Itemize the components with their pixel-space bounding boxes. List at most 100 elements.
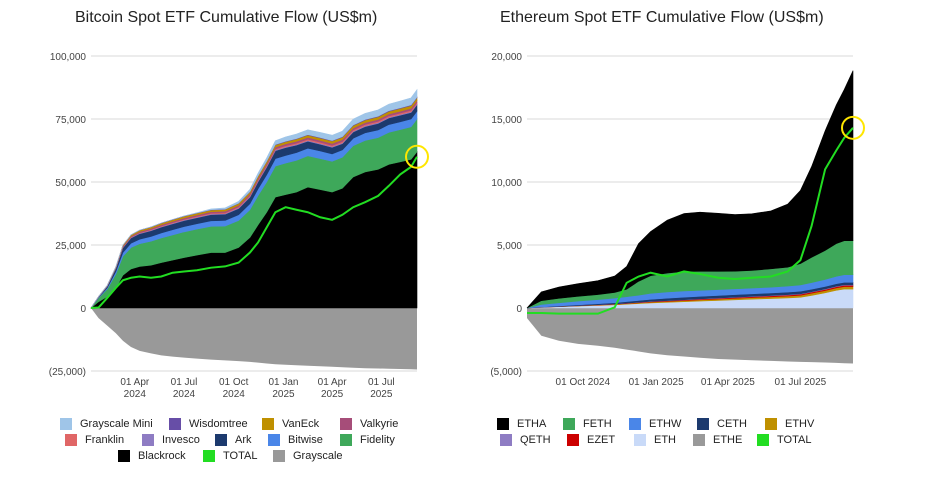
btc-legend-item: Grayscale	[273, 450, 343, 462]
btc-legend-swatch	[340, 434, 352, 446]
btc-legend-label: Ark	[235, 434, 252, 446]
eth-legend-label: ETHA	[517, 418, 547, 430]
eth-legend-label: ETHV	[785, 418, 815, 430]
btc-x-tick-label: 01 Apr 2025	[318, 377, 348, 400]
btc-legend-label: Invesco	[162, 434, 200, 446]
btc-legend-swatch	[215, 434, 227, 446]
btc-legend-label: Valkyrie	[360, 418, 399, 430]
eth-legend-label: ETH	[654, 434, 676, 446]
btc-legend-swatch	[273, 450, 285, 462]
eth-legend-item: ETH	[634, 434, 676, 446]
eth-legend-item: TOTAL	[757, 434, 811, 446]
btc-legend-item: Franklin	[65, 434, 124, 446]
eth-legend-item: ETHV	[765, 418, 814, 430]
btc-chart-title: Bitcoin Spot ETF Cumulative Flow (US$m)	[75, 9, 378, 26]
eth-legend-label: ETHW	[649, 418, 682, 430]
eth-x-tick-label: 01 Jan 2025	[629, 377, 684, 388]
eth-legend-swatch	[567, 434, 579, 446]
eth-legend-swatch	[697, 418, 709, 430]
eth-legend-swatch	[765, 418, 777, 430]
btc-x-tick-label: 01 Jul 2025	[368, 377, 395, 400]
eth-x-tick-label: 01 Oct 2024	[556, 377, 611, 388]
btc-legend-item: Valkyrie	[340, 418, 398, 430]
eth-legend-label: TOTAL	[777, 434, 812, 446]
btc-x-tick-label: 01 Jan 2025	[268, 377, 298, 400]
eth-legend-swatch	[563, 418, 575, 430]
eth-x-tick-label: 01 Jul 2025	[775, 377, 827, 388]
btc-legend-swatch	[60, 418, 72, 430]
btc-area-grayscale	[91, 308, 417, 370]
eth-legend-label: EZET	[587, 434, 616, 446]
btc-legend-item: TOTAL	[203, 450, 257, 462]
eth-legend-label: QETH	[520, 434, 551, 446]
eth-legend-swatch	[757, 434, 769, 446]
eth-y-tick-label: 15,000	[491, 115, 522, 126]
btc-legend-item: Fidelity	[340, 434, 395, 446]
btc-y-tick-label: 100,000	[50, 52, 87, 63]
btc-legend-item: Ark	[215, 434, 252, 446]
btc-y-tick-label: (25,000)	[49, 367, 86, 378]
eth-legend-swatch	[693, 434, 705, 446]
eth-y-tick-label: 10,000	[491, 178, 522, 189]
eth-plot: 20,000 15,000 10,000 5,000 0 (5,000) 01 Oct 20…	[490, 52, 865, 388]
btc-legend-label: Franklin	[85, 434, 125, 446]
btc-legend-label: Grayscale Mini	[80, 418, 153, 430]
btc-legend-swatch	[268, 434, 280, 446]
btc-legend-swatch	[340, 418, 352, 430]
btc-legend-label: VanEck	[282, 418, 320, 430]
eth-legend-item: QETH	[500, 434, 551, 446]
btc-legend-item: Invesco	[142, 434, 200, 446]
btc-y-tick-label: 50,000	[55, 178, 86, 189]
btc-legend-label: Bitwise	[288, 434, 323, 446]
btc-legend-label: Fidelity	[360, 434, 395, 446]
eth-legend-label: ETHE	[713, 434, 743, 446]
eth-legend-item: EZET	[567, 434, 615, 446]
eth-highlight-circle	[841, 115, 865, 140]
eth-legend-item: ETHE	[693, 434, 742, 446]
eth-legend-swatch	[497, 418, 509, 430]
btc-legend-label: TOTAL	[223, 450, 258, 462]
eth-legend-swatch	[634, 434, 646, 446]
eth-legend-swatch	[629, 418, 641, 430]
btc-legend-item: Blackrock	[118, 450, 186, 462]
btc-y-tick-label: 25,000	[55, 241, 86, 252]
btc-plot: 100,000 75,000 50,000 25,000 0 (25,000) 01 Apr…	[49, 52, 429, 400]
btc-x-tick-label: 01 Apr 2024	[120, 377, 150, 400]
eth-legend-label: FETH	[583, 418, 612, 430]
eth-legend-label: CETH	[717, 418, 747, 430]
btc-legend-label: Wisdomtree	[189, 418, 248, 430]
btc-legend-swatch	[142, 434, 154, 446]
btc-legend-swatch	[65, 434, 77, 446]
btc-area-grayscale-mini	[90, 88, 418, 309]
eth-legend-swatch	[500, 434, 512, 446]
eth-y-tick-label: (5,000)	[490, 367, 522, 378]
eth-total-line	[527, 127, 854, 315]
btc-highlight-circle	[405, 144, 429, 169]
btc-x-tick-label: 01 Jul 2024	[171, 377, 198, 400]
eth-chart-title: Ethereum Spot ETF Cumulative Flow (US$m)	[500, 9, 824, 26]
btc-legend-swatch	[262, 418, 274, 430]
btc-legend-item: Wisdomtree	[169, 418, 248, 430]
btc-legend-swatch	[169, 418, 181, 430]
eth-legend-item: ETHA	[497, 418, 546, 430]
btc-legend-item: Bitwise	[268, 434, 323, 446]
btc-legend-swatch	[203, 450, 215, 462]
btc-y-tick-label: 0	[80, 304, 86, 315]
eth-x-tick-label: 01 Apr 2025	[701, 377, 755, 388]
eth-legend-item: CETH	[697, 418, 747, 430]
btc-legend-item: Grayscale Mini	[60, 418, 153, 430]
btc-x-tick-label: 01 Oct 2024	[219, 377, 249, 400]
btc-legend-label: Grayscale	[293, 450, 343, 462]
eth-y-tick-label: 0	[516, 304, 522, 315]
btc-legend-item: VanEck	[262, 418, 319, 430]
btc-y-tick-label: 75,000	[55, 115, 86, 126]
eth-area-ethe	[527, 308, 853, 364]
eth-legend-item: ETHW	[629, 418, 681, 430]
eth-y-tick-label: 5,000	[497, 241, 522, 252]
btc-legend-label: Blackrock	[138, 450, 186, 462]
btc-legend-swatch	[118, 450, 130, 462]
eth-area-etha	[526, 70, 854, 309]
eth-y-tick-label: 20,000	[491, 52, 522, 63]
eth-legend-item: FETH	[563, 418, 612, 430]
